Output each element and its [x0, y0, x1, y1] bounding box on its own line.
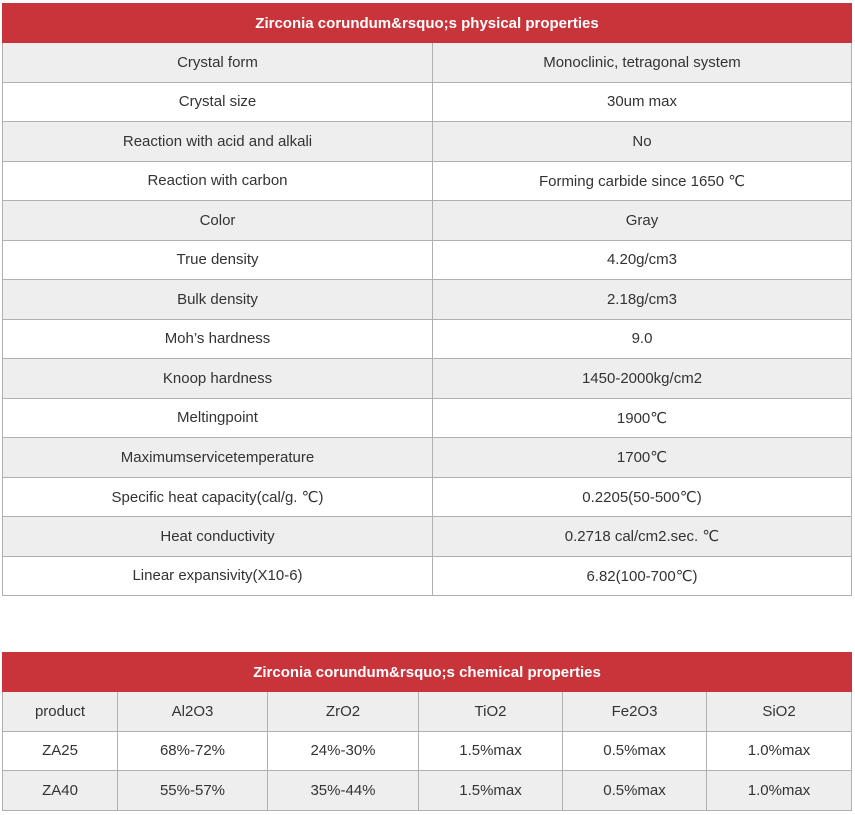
table-row: Reaction with acid and alkali No — [2, 121, 852, 162]
table-row: True density 4.20g/cm3 — [2, 239, 852, 280]
table-cell: 1.0%max — [705, 730, 853, 771]
table-row: Maximumservicetemperature 1700℃ — [2, 437, 852, 478]
physical-title-row: Zirconia corundum&rsquo;s physical prope… — [2, 3, 852, 43]
property-name: Knoop hardness — [2, 358, 433, 399]
table-cell: 1.0%max — [705, 770, 853, 811]
table-header-row: product Al2O3 ZrO2 TiO2 Fe2O3 SiO2 — [2, 691, 853, 732]
property-name: Moh’s hardness — [2, 318, 433, 359]
table-cell: ZA25 — [2, 730, 118, 771]
property-name: Crystal form — [2, 42, 433, 83]
property-name: Meltingpoint — [2, 397, 433, 438]
column-header: SiO2 — [705, 691, 853, 732]
table-cell: ZA40 — [2, 770, 118, 811]
property-value: 6.82(100-700℃) — [432, 555, 852, 596]
table-row: Bulk density 2.18g/cm3 — [2, 279, 852, 320]
table-cell: 35%-44% — [267, 770, 419, 811]
property-value: 1700℃ — [432, 437, 852, 478]
property-value: Forming carbide since 1650 ℃ — [432, 160, 852, 201]
table-cell: 1.5%max — [418, 730, 563, 771]
table-cell: 68%-72% — [117, 730, 268, 771]
property-value: Gray — [432, 200, 852, 241]
property-value: 0.2205(50-500℃) — [432, 476, 852, 517]
property-name: True density — [2, 239, 433, 280]
table-cell: 24%-30% — [267, 730, 419, 771]
property-value: Monoclinic, tetragonal system — [432, 42, 852, 83]
chemical-properties-table: Zirconia corundum&rsquo;s chemical prope… — [1, 652, 853, 811]
table-row: Crystal form Monoclinic, tetragonal syst… — [2, 42, 852, 83]
table-cell: 1.5%max — [418, 770, 563, 811]
column-header: Al2O3 — [117, 691, 268, 732]
property-name: Specific heat capacity(cal/g. ℃) — [2, 476, 433, 517]
property-name: Color — [2, 200, 433, 241]
property-value: 9.0 — [432, 318, 852, 359]
property-value: 1450-2000kg/cm2 — [432, 358, 852, 399]
property-value: 4.20g/cm3 — [432, 239, 852, 280]
chemical-title-row: Zirconia corundum&rsquo;s chemical prope… — [1, 652, 853, 692]
table-cell: 0.5%max — [562, 730, 707, 771]
property-name: Linear expansivity(X10-6) — [2, 555, 433, 596]
column-header: product — [2, 691, 118, 732]
column-header: TiO2 — [418, 691, 563, 732]
property-value: No — [432, 121, 852, 162]
table-row: Heat conductivity 0.2718 cal/cm2.sec. ℃ — [2, 516, 852, 557]
property-name: Reaction with carbon — [2, 160, 433, 201]
table-row: Knoop hardness 1450-2000kg/cm2 — [2, 358, 852, 399]
table-row: Reaction with carbon Forming carbide sin… — [2, 160, 852, 201]
column-header: ZrO2 — [267, 691, 419, 732]
chemical-table-title: Zirconia corundum&rsquo;s chemical prope… — [1, 652, 853, 692]
property-value: 1900℃ — [432, 397, 852, 438]
table-row: Specific heat capacity(cal/g. ℃) 0.2205(… — [2, 476, 852, 517]
table-row: Color Gray — [2, 200, 852, 241]
property-name: Heat conductivity — [2, 516, 433, 557]
property-name: Reaction with acid and alkali — [2, 121, 433, 162]
table-row: ZA25 68%-72% 24%-30% 1.5%max 0.5%max 1.0… — [2, 730, 853, 771]
column-header: Fe2O3 — [562, 691, 707, 732]
property-value: 2.18g/cm3 — [432, 279, 852, 320]
property-value: 30um max — [432, 81, 852, 122]
property-value: 0.2718 cal/cm2.sec. ℃ — [432, 516, 852, 557]
table-row: Meltingpoint 1900℃ — [2, 397, 852, 438]
table-cell: 55%-57% — [117, 770, 268, 811]
property-name: Maximumservicetemperature — [2, 437, 433, 478]
table-row: Moh’s hardness 9.0 — [2, 318, 852, 359]
property-name: Crystal size — [2, 81, 433, 122]
table-row: Crystal size 30um max — [2, 81, 852, 122]
table-row: Linear expansivity(X10-6) 6.82(100-700℃) — [2, 555, 852, 596]
property-name: Bulk density — [2, 279, 433, 320]
physical-properties-table: Zirconia corundum&rsquo;s physical prope… — [2, 3, 852, 596]
physical-table-title: Zirconia corundum&rsquo;s physical prope… — [2, 3, 852, 43]
table-row: ZA40 55%-57% 35%-44% 1.5%max 0.5%max 1.0… — [2, 770, 853, 811]
table-cell: 0.5%max — [562, 770, 707, 811]
